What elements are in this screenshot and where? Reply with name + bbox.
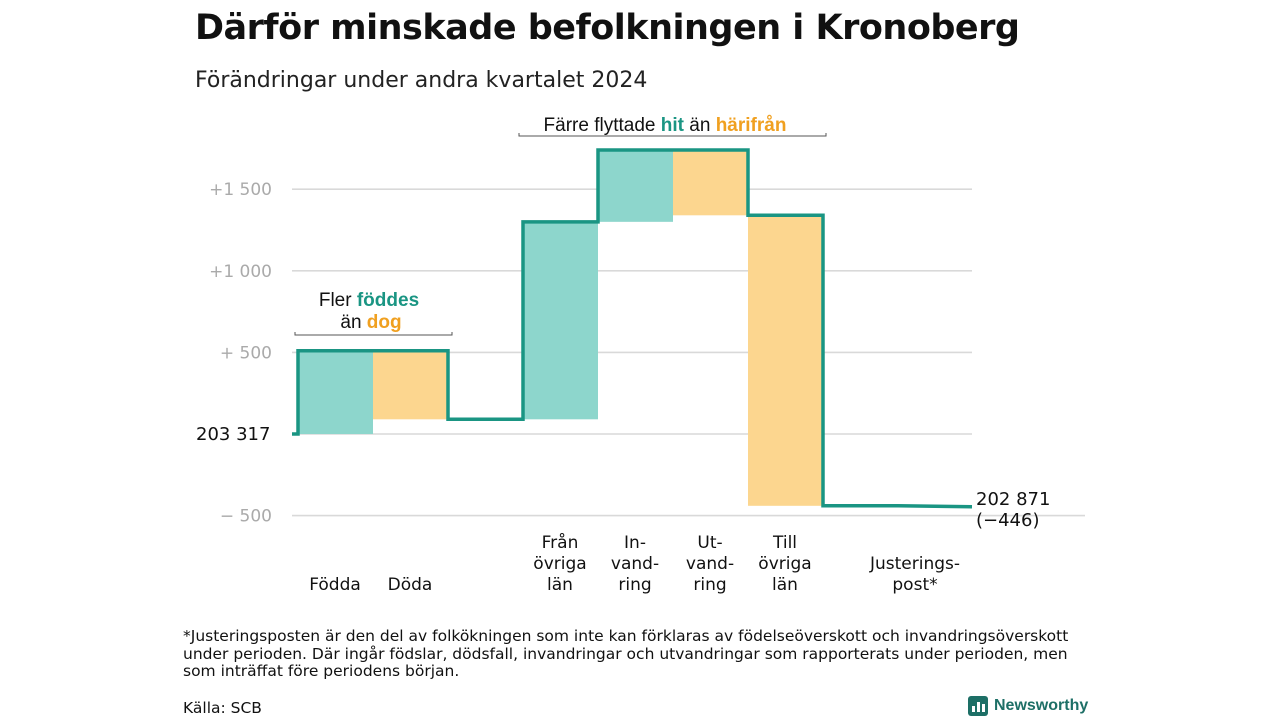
bar-chart-icon	[968, 696, 988, 716]
end-value-label: 202 871	[976, 489, 1050, 510]
start-value-label: 203 317	[196, 424, 270, 445]
chart-title: Därför minskade befolkningen i Kronoberg	[195, 8, 1020, 48]
y-tick-label: + 500	[220, 343, 272, 363]
chart-subtitle: Förändringar under andra kvartalet 2024	[195, 68, 648, 93]
category-label: ring	[693, 575, 726, 595]
annotation-bracket-top	[518, 133, 827, 137]
bar-1	[373, 350, 448, 420]
category-label: Justerings-	[869, 554, 960, 574]
y-tick-label: +1 000	[209, 262, 272, 282]
category-label: övriga	[533, 554, 586, 574]
category-label: post*	[892, 575, 937, 595]
annotation-left-line2: än dog	[340, 312, 401, 333]
category-label: övriga	[758, 554, 811, 574]
bar-4	[673, 150, 748, 216]
category-label: län	[547, 575, 573, 595]
category-label: ring	[618, 575, 651, 595]
category-label: Födda	[309, 575, 361, 595]
y-tick-label: +1 500	[209, 180, 272, 200]
category-label: Från	[542, 532, 579, 553]
bar-0	[298, 350, 373, 434]
footnote: *Justeringsposten är den del av folkökni…	[183, 627, 1069, 680]
waterfall-chart: +1 500 +1 000 + 500 − 500 203 317 202 871(−44…	[196, 115, 1085, 595]
bar-5	[748, 215, 823, 506]
bar-3	[598, 150, 673, 222]
source-label: Källa: SCB	[183, 699, 262, 717]
y-tick-label: − 500	[220, 507, 272, 527]
waterfall-line	[292, 148, 973, 509]
annotation-left-line1: Fler föddes	[319, 290, 419, 311]
bar-2	[523, 221, 598, 420]
category-label: In-	[624, 533, 646, 553]
annotation-top: Färre flyttade hit än härifrån	[544, 115, 787, 136]
category-label: vand-	[611, 554, 659, 574]
category-label: Till	[772, 533, 797, 553]
category-label: län	[772, 575, 798, 595]
brand-name: Newsworthy	[994, 697, 1089, 714]
category-label: Ut-	[697, 533, 722, 553]
category-label: Döda	[388, 575, 433, 595]
annotation-bracket-left	[294, 332, 453, 336]
end-change-label: (−446)	[976, 510, 1039, 531]
newsworthy-logo: Newsworthy	[968, 696, 1088, 716]
category-label: vand-	[686, 554, 734, 574]
